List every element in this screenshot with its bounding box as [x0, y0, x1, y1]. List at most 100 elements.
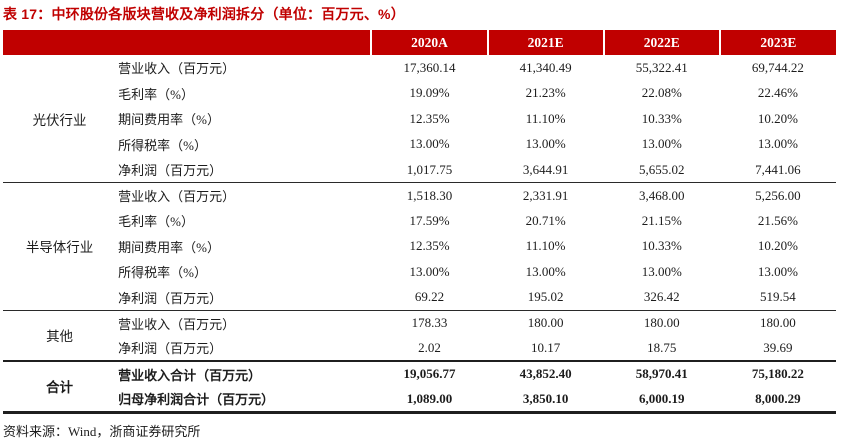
- row-label: 净利润（百万元）: [118, 163, 223, 178]
- table-header: 2020A 2021E 2022E 2023E: [3, 30, 836, 55]
- table-row: 其他 营业收入（百万元） 178.33 180.00 180.00 180.00: [3, 310, 836, 344]
- section-label: 半导体行业: [25, 240, 94, 256]
- row-label: 毛利率（%）: [118, 214, 194, 230]
- cell-value: 21.23%: [525, 85, 566, 101]
- cell-value: 12.35%: [409, 238, 450, 254]
- col-header-2022e: 2022E: [602, 30, 720, 55]
- row-label: 期间费用率（%）: [118, 112, 220, 128]
- cell-value: 21.56%: [757, 212, 798, 228]
- row-label: 营业收入合计（百万元）: [118, 367, 262, 383]
- section-other: 其他 营业收入（百万元） 178.33 180.00 180.00 180.00…: [3, 310, 836, 361]
- cell-value: 180.00: [643, 315, 680, 330]
- section-photovoltaic: 光伏行业 营业收入（百万元） 17,360.14 41,340.49 55,32…: [3, 55, 836, 183]
- cell-value: 3,468.00: [638, 187, 685, 203]
- cell-value: 58,970.41: [635, 366, 688, 382]
- table-row: 所得税率（%） 13.00% 13.00% 13.00% 13.00%: [3, 259, 836, 285]
- cell-value: 1,017.75: [406, 161, 453, 177]
- col-header-2020a: 2020A: [370, 30, 488, 55]
- row-label: 所得税率（%）: [118, 137, 207, 153]
- row-label: 毛利率（%）: [118, 86, 194, 102]
- cell-value: 13.00%: [757, 136, 798, 152]
- table-row: 合计 营业收入合计（百万元） 19,056.77 43,852.40 58,97…: [3, 361, 836, 395]
- header-row: 2020A 2021E 2022E 2023E: [3, 30, 836, 55]
- col-header-2023e: 2023E: [718, 30, 836, 55]
- cell-value: 13.00%: [409, 263, 450, 279]
- cell-value: 13.00%: [525, 136, 566, 152]
- cell-value: 43,852.40: [519, 366, 572, 382]
- cell-value: 13.00%: [641, 136, 682, 152]
- cell-value: 10.33%: [641, 238, 682, 254]
- table-row: 毛利率（%） 17.59% 20.71% 21.15% 21.56%: [3, 208, 836, 234]
- header-spacer: [3, 30, 372, 55]
- cell-value: 7,441.06: [755, 161, 801, 177]
- cell-value: 1,089.00: [406, 390, 453, 406]
- cell-value: 19.09%: [409, 85, 450, 101]
- table-row: 毛利率（%） 19.09% 21.23% 22.08% 22.46%: [3, 81, 836, 107]
- cell-value: 8,000.29: [755, 390, 801, 406]
- cell-value: 10.20%: [757, 238, 798, 254]
- cell-value: 20.71%: [525, 212, 566, 228]
- cell-value: 5,655.02: [638, 161, 685, 177]
- table-row: 净利润（百万元） 69.22 195.02 326.42 519.54: [3, 285, 836, 311]
- row-label: 净利润（百万元）: [118, 290, 223, 306]
- table-row: 净利润（百万元） 1,017.75 3,644.91 5,655.02 7,44…: [3, 157, 836, 183]
- cell-value: 180.00: [760, 315, 796, 330]
- row-label: 营业收入（百万元）: [118, 316, 236, 332]
- row-label: 归母净利润合计（百万元）: [118, 392, 275, 407]
- cell-value: 10.20%: [757, 110, 798, 126]
- table-row: 期间费用率（%） 12.35% 11.10% 10.33% 10.20%: [3, 234, 836, 260]
- section-label: 光伏行业: [32, 112, 87, 128]
- cell-value: 69,744.22: [751, 59, 804, 75]
- data-source-note: 资料来源：Wind，浙商证券研究所: [3, 423, 201, 439]
- cell-value: 180.00: [527, 315, 564, 330]
- section-semiconductor: 半导体行业 营业收入（百万元） 1,518.30 2,331.91 3,468.…: [3, 182, 836, 311]
- cell-value: 1,518.30: [406, 187, 453, 203]
- cell-value: 19,056.77: [403, 366, 456, 382]
- cell-value: 11.10%: [525, 238, 566, 254]
- row-label: 净利润（百万元）: [118, 341, 223, 357]
- table-row: 净利润（百万元） 2.02 10.17 18.75 39.69: [3, 336, 836, 362]
- row-label: 营业收入（百万元）: [118, 61, 236, 77]
- section-total: 合计 营业收入合计（百万元） 19,056.77 43,852.40 58,97…: [3, 361, 836, 412]
- cell-value: 22.46%: [757, 85, 798, 101]
- cell-value: 13.00%: [409, 136, 450, 152]
- cell-value: 18.75: [647, 339, 677, 355]
- cell-value: 6,000.19: [638, 390, 685, 406]
- row-label: 期间费用率（%）: [118, 239, 220, 255]
- cell-value: 3,644.91: [522, 161, 569, 177]
- cell-value: 519.54: [760, 289, 796, 304]
- table-row: 归母净利润合计（百万元） 1,089.00 3,850.10 6,000.19 …: [3, 387, 836, 413]
- cell-value: 41,340.49: [519, 59, 572, 75]
- cell-value: 69.22: [414, 289, 445, 304]
- cell-value: 326.42: [643, 289, 680, 304]
- cell-value: 3,850.10: [522, 390, 569, 406]
- row-label: 营业收入（百万元）: [118, 189, 236, 204]
- cell-value: 21.15%: [641, 212, 682, 228]
- cell-value: 11.10%: [525, 110, 566, 126]
- cell-value: 13.00%: [525, 263, 566, 279]
- cell-value: 13.00%: [641, 263, 682, 279]
- section-label: 其他: [46, 329, 74, 345]
- table-row: 期间费用率（%） 12.35% 11.10% 10.33% 10.20%: [3, 106, 836, 132]
- cell-value: 17,360.14: [403, 59, 456, 75]
- cell-value: 12.35%: [409, 110, 450, 126]
- cell-value: 39.69: [763, 339, 793, 355]
- cell-value: 5,256.00: [755, 187, 801, 203]
- cell-value: 10.33%: [641, 110, 682, 126]
- cell-value: 2.02: [418, 339, 441, 355]
- cell-value: 10.17: [530, 339, 561, 355]
- section-label: 合计: [46, 380, 74, 396]
- col-header-2021e: 2021E: [486, 30, 604, 55]
- table-title: 表 17：中环股份各版块营收及净利润拆分（单位：百万元、%）: [3, 6, 405, 22]
- cell-value: 178.33: [411, 315, 448, 330]
- cell-value: 13.00%: [757, 263, 798, 279]
- table-row: 半导体行业 营业收入（百万元） 1,518.30 2,331.91 3,468.…: [3, 183, 836, 256]
- table-row: 所得税率（%） 13.00% 13.00% 13.00% 13.00%: [3, 132, 836, 158]
- cell-value: 75,180.22: [751, 366, 804, 382]
- table-row: 光伏行业 营业收入（百万元） 17,360.14 41,340.49 55,32…: [3, 55, 836, 128]
- cell-value: 22.08%: [641, 85, 682, 101]
- financial-breakdown-table: 2020A 2021E 2022E 2023E 光伏行业 营业收入（百万元） 1…: [3, 30, 836, 414]
- cell-value: 55,322.41: [635, 59, 688, 75]
- row-label: 所得税率（%）: [118, 265, 207, 281]
